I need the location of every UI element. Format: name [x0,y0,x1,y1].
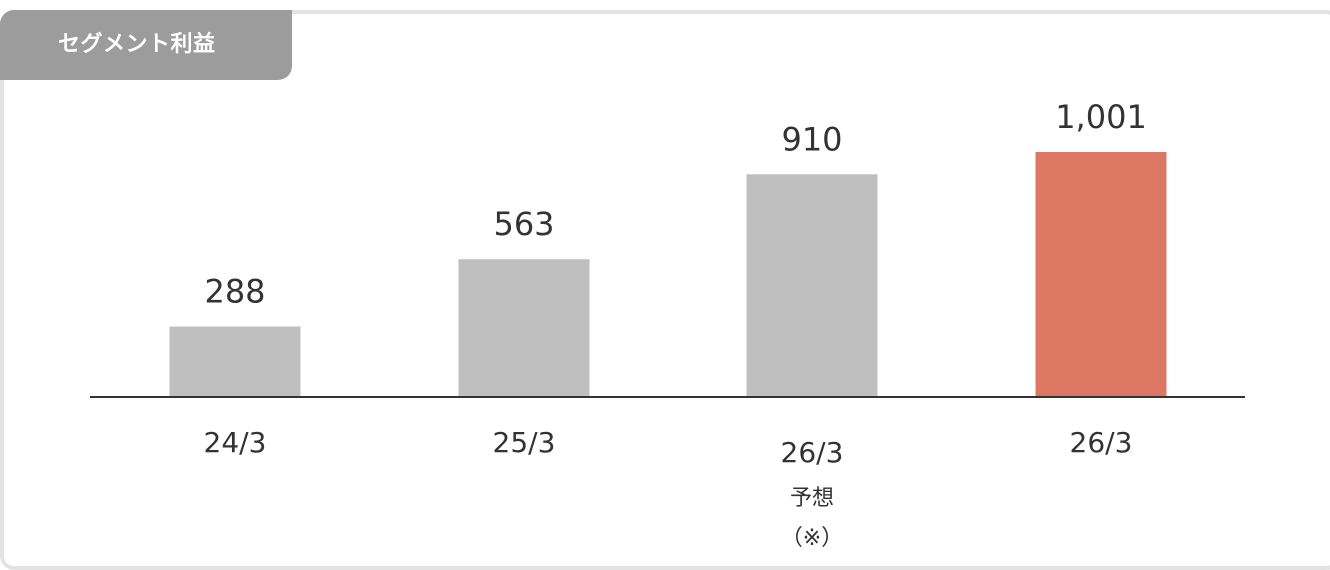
x-tick-label-2: 25/3 [493,426,556,459]
bar-3 [746,174,878,397]
value-labels-group: 288 563 910 1,001 [204,98,1146,311]
bar-1 [169,326,301,397]
bars-group [169,152,1167,397]
x-tick-note-3-1: 予想 [790,486,834,511]
x-tick-label-1: 24/3 [204,426,267,459]
chart-title: セグメント利益 [0,10,292,80]
bar-2 [458,259,590,397]
x-tick-label-3: 26/3 [781,436,844,469]
x-tick-labels-group: 24/3 25/3 26/3 予想 （※） 26/3 [204,426,1133,551]
bar-value-label-2: 563 [493,205,554,243]
x-tick-note-3-2: （※） [781,526,843,551]
bar-value-label-4: 1,001 [1055,98,1147,136]
bar-value-label-3: 910 [781,120,842,158]
segment-profit-bar-chart: 288 563 910 1,001 24/3 25/3 26/3 予想 （※） 26/3 [90,98,1245,551]
x-tick-label-4: 26/3 [1070,426,1133,459]
bar-4 [1035,152,1167,397]
bar-value-label-1: 288 [204,273,265,311]
